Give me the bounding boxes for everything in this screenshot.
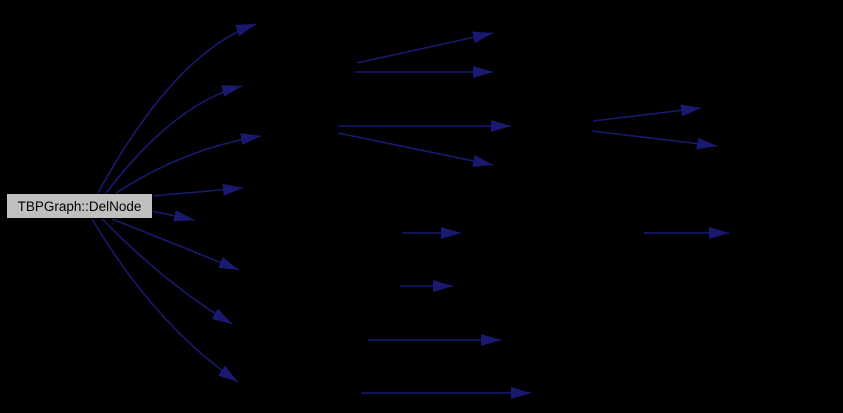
call-edge-arrow — [101, 218, 233, 325]
call-edge-arrow — [111, 218, 240, 271]
call-edge-arrow — [91, 218, 239, 383]
call-edge-arrow — [356, 31, 494, 64]
call-edge-arrow — [151, 183, 244, 197]
call-edge-arrow — [591, 130, 718, 150]
call-edge-arrow — [97, 23, 257, 194]
edge-layer — [91, 23, 729, 399]
call-edge-arrow — [105, 85, 243, 194]
call-edge-arrow — [115, 133, 262, 194]
call-edge-arrow — [592, 104, 702, 122]
call-edge-arrow — [151, 209, 195, 222]
current-node-box: TBPGraph::DelNode — [6, 193, 153, 219]
current-node-label: TBPGraph::DelNode — [17, 198, 142, 214]
call-edge-arrow — [337, 132, 494, 167]
